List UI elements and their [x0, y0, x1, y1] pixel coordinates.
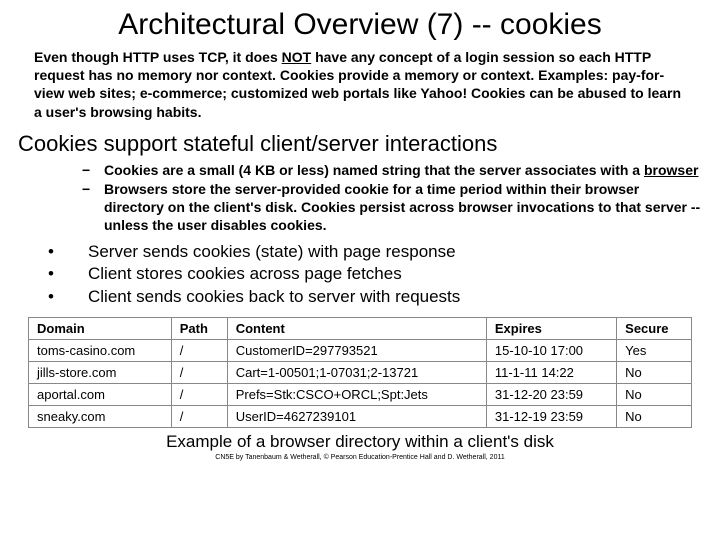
table-header-row: Domain Path Content Expires Secure	[29, 318, 692, 340]
cell: UserID=4627239101	[227, 406, 486, 428]
bullet-text: Client stores cookies across page fetche…	[88, 263, 402, 286]
col-domain: Domain	[29, 318, 172, 340]
intro-paragraph: Even though HTTP uses TCP, it does NOT h…	[34, 48, 686, 121]
cell: No	[617, 384, 692, 406]
bullet-list: • Server sends cookies (state) with page…	[48, 241, 702, 310]
col-content: Content	[227, 318, 486, 340]
cell: /	[171, 362, 227, 384]
cell: No	[617, 362, 692, 384]
cell: 31-12-20 23:59	[486, 384, 616, 406]
col-secure: Secure	[617, 318, 692, 340]
cell: Cart=1-00501;1-07031;2-13721	[227, 362, 486, 384]
credit-line: CN5E by Tanenbaum & Wetherall, © Pearson…	[18, 454, 702, 461]
intro-not: NOT	[282, 49, 312, 65]
table-row: jills-store.com / Cart=1-00501;1-07031;2…	[29, 362, 692, 384]
col-path: Path	[171, 318, 227, 340]
cell: toms-casino.com	[29, 340, 172, 362]
subheading: Cookies support stateful client/server i…	[18, 131, 702, 157]
table-row: toms-casino.com / CustomerID=297793521 1…	[29, 340, 692, 362]
bullet-mark: •	[48, 263, 88, 286]
bullet-item: • Client stores cookies across page fetc…	[48, 263, 702, 286]
bullet-item: • Client sends cookies back to server wi…	[48, 286, 702, 309]
intro-text-pre: Even though HTTP uses TCP, it does	[34, 49, 282, 65]
cell: CustomerID=297793521	[227, 340, 486, 362]
cell: sneaky.com	[29, 406, 172, 428]
table-row: aportal.com / Prefs=Stk:CSCO+ORCL;Spt:Je…	[29, 384, 692, 406]
cell: 11-1-11 14:22	[486, 362, 616, 384]
cell: 31-12-19 23:59	[486, 406, 616, 428]
cell: /	[171, 384, 227, 406]
dash-mark: −	[82, 161, 104, 179]
dash-item: − Cookies are a small (4 KB or less) nam…	[82, 161, 702, 179]
bullet-item: • Server sends cookies (state) with page…	[48, 241, 702, 264]
dash1-underline: browser	[644, 162, 698, 178]
cell: Yes	[617, 340, 692, 362]
cell: 15-10-10 17:00	[486, 340, 616, 362]
cell: Prefs=Stk:CSCO+ORCL;Spt:Jets	[227, 384, 486, 406]
dash-list: − Cookies are a small (4 KB or less) nam…	[82, 161, 702, 235]
bullet-text: Client sends cookies back to server with…	[88, 286, 460, 309]
cell: No	[617, 406, 692, 428]
bullet-text: Server sends cookies (state) with page r…	[88, 241, 456, 264]
cell: /	[171, 340, 227, 362]
cell: /	[171, 406, 227, 428]
bullet-mark: •	[48, 286, 88, 309]
col-expires: Expires	[486, 318, 616, 340]
dash-mark: −	[82, 180, 104, 235]
dash-text: Browsers store the server-provided cooki…	[104, 180, 702, 235]
dash-item: − Browsers store the server-provided coo…	[82, 180, 702, 235]
table-row: sneaky.com / UserID=4627239101 31-12-19 …	[29, 406, 692, 428]
table-caption: Example of a browser directory within a …	[18, 432, 702, 452]
slide-title: Architectural Overview (7) -- cookies	[18, 8, 702, 42]
cookie-table: Domain Path Content Expires Secure toms-…	[28, 317, 692, 428]
dash1-pre: Cookies are a small (4 KB or less) named…	[104, 162, 644, 178]
bullet-mark: •	[48, 241, 88, 264]
cell: jills-store.com	[29, 362, 172, 384]
dash-text: Cookies are a small (4 KB or less) named…	[104, 161, 698, 179]
cell: aportal.com	[29, 384, 172, 406]
